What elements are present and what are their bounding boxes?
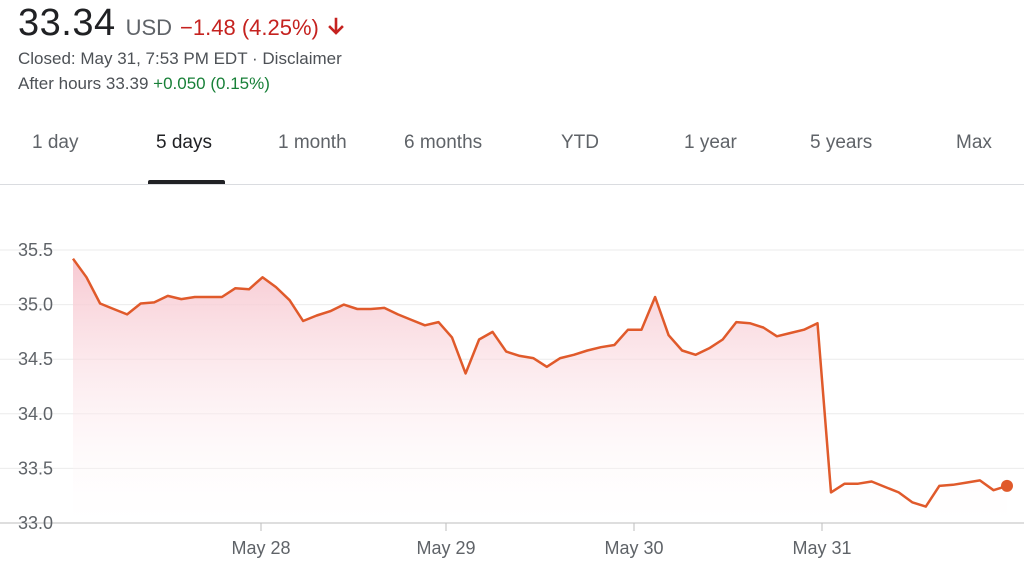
active-tab-indicator bbox=[148, 180, 225, 184]
after-hours-change: +0.050 (0.15%) bbox=[153, 74, 270, 93]
x-tick-label: May 31 bbox=[792, 538, 851, 558]
tab-5-years[interactable]: 5 years bbox=[810, 132, 873, 153]
tab-1-month[interactable]: 1 month bbox=[278, 132, 347, 153]
quote-header: 33.34 USD −1.48 (4.25%) Closed: May 31, … bbox=[18, 2, 345, 95]
price-line: 33.34 USD −1.48 (4.25%) bbox=[18, 2, 345, 45]
range-tabs: 1 day 5 days 1 month 6 months YTD 1 year… bbox=[0, 118, 1024, 185]
x-tick-label: May 28 bbox=[231, 538, 290, 558]
market-status: Closed: May 31, 7:53 PM EDT · Disclaimer bbox=[18, 47, 345, 70]
y-tick-label: 35.5 bbox=[18, 240, 53, 260]
after-hours-label: After hours 33.39 bbox=[18, 74, 149, 93]
closed-text: Closed: May 31, 7:53 PM EDT bbox=[18, 49, 248, 68]
tab-1-day[interactable]: 1 day bbox=[32, 132, 79, 153]
arrow-down-icon bbox=[327, 17, 345, 37]
price-line-series bbox=[71, 257, 1008, 508]
current-price: 33.34 bbox=[18, 2, 116, 44]
y-tick-label: 34.0 bbox=[18, 404, 53, 424]
tab-ytd[interactable]: YTD bbox=[561, 132, 599, 153]
y-tick-label: 35.0 bbox=[18, 295, 53, 315]
y-tick-label: 33.5 bbox=[18, 458, 53, 478]
tab-max[interactable]: Max bbox=[956, 132, 992, 153]
tab-6-months[interactable]: 6 months bbox=[404, 132, 483, 153]
price-change: −1.48 (4.25%) bbox=[180, 15, 319, 40]
tab-1-year[interactable]: 1 year bbox=[684, 132, 737, 153]
current-price-marker bbox=[1001, 479, 1013, 492]
y-tick-label: 34.5 bbox=[18, 349, 53, 369]
currency-label: USD bbox=[125, 15, 173, 40]
x-tick-label: May 30 bbox=[604, 538, 663, 558]
separator: · bbox=[247, 49, 263, 68]
after-hours: After hours 33.39 +0.050 (0.15%) bbox=[18, 72, 345, 95]
tab-5-days[interactable]: 5 days bbox=[156, 132, 212, 153]
y-tick-label: 33.0 bbox=[18, 513, 53, 533]
disclaimer-link[interactable]: Disclaimer bbox=[262, 49, 342, 68]
x-tick-label: May 29 bbox=[416, 538, 475, 558]
price-area bbox=[73, 258, 1007, 523]
